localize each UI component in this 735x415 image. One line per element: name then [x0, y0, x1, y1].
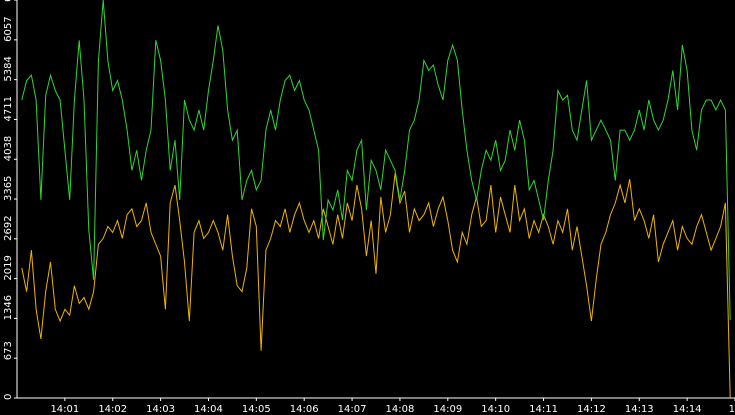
x-tick-label: 14 [729, 404, 735, 415]
y-tick-label: 4711 [3, 96, 14, 121]
y-tick-label: 5384 [3, 56, 14, 81]
x-tick-label: 14:05 [242, 404, 271, 415]
x-tick-label: 14:09 [433, 404, 462, 415]
y-tick-label: 0 [3, 394, 14, 400]
y-tick-label: 6057 [3, 16, 14, 41]
y-tick-label: 1346 [3, 295, 14, 320]
x-tick-label: 14:02 [98, 404, 127, 415]
x-tick-label: 14:01 [50, 404, 79, 415]
series-line [21, 0, 731, 320]
x-tick-label: 14:12 [577, 404, 606, 415]
x-tick-label: 14:04 [194, 404, 223, 415]
series-line [21, 173, 731, 399]
x-tick-label: 14:07 [338, 404, 367, 415]
x-tick-label: 14:10 [481, 404, 510, 415]
x-tick-label: 14:08 [386, 404, 415, 415]
y-tick-label: 673 [3, 341, 14, 360]
x-tick-label: 14:14 [673, 404, 702, 415]
x-tick-label: 14:11 [529, 404, 558, 415]
x-tick-label: 14:13 [625, 404, 654, 415]
y-tick-label: 2692 [3, 215, 14, 240]
y-tick-label: 4038 [3, 136, 14, 161]
x-tick-label: 14:03 [146, 404, 175, 415]
y-tick-label: 3365 [3, 176, 14, 201]
x-tick-label: 14:06 [290, 404, 319, 415]
y-tick-label: 2019 [3, 255, 14, 280]
